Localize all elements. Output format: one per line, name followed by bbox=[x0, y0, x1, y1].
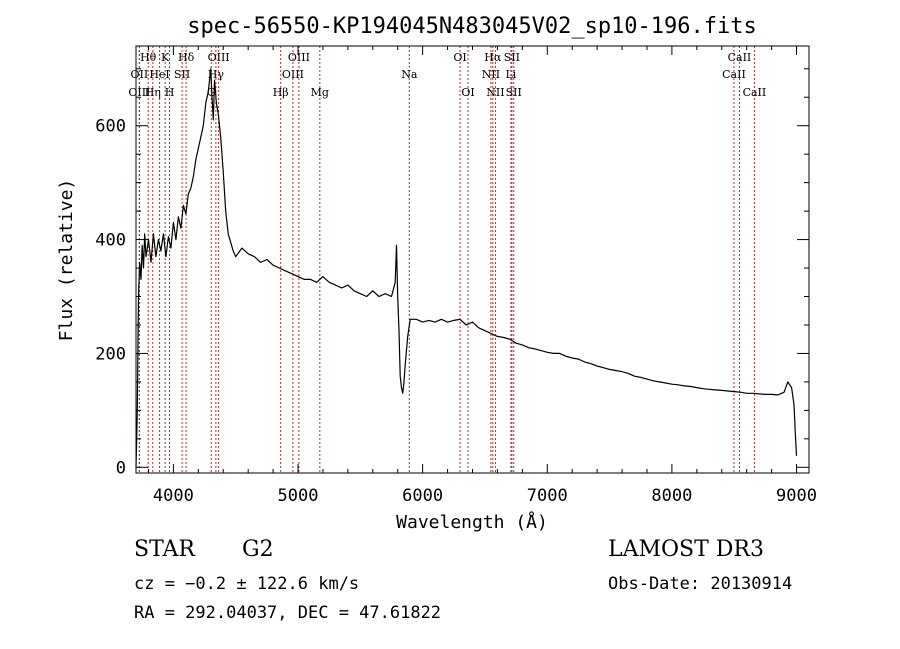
x-tick-label-2: 6000 bbox=[402, 486, 443, 506]
line-marker-label-1: OII bbox=[131, 68, 149, 81]
x-axis-label: Wavelength (Å) bbox=[396, 511, 548, 533]
line-marker-label-25: CaII bbox=[728, 51, 752, 64]
sky-coordinates: RA = 292.04037, DEC = 47.61822 bbox=[134, 603, 442, 623]
x-axis-ticks: 4000 5000 6000 7000 8000 9000 bbox=[147, 46, 817, 506]
line-marker-label-19: Hα bbox=[484, 51, 502, 64]
spectral-line-markers bbox=[138, 46, 755, 473]
x-tick-label-5: 9000 bbox=[776, 486, 817, 506]
line-marker-label-14: Hβ bbox=[273, 86, 289, 99]
line-marker-label-22: Li bbox=[505, 68, 516, 81]
line-marker-label-18: OI bbox=[461, 86, 474, 99]
y-axis-label: Flux (relative) bbox=[56, 179, 77, 342]
y-tick-label-3: 600 bbox=[95, 117, 126, 137]
line-marker-label-10: Hγ bbox=[208, 68, 225, 81]
chart-title: spec-56550-KP194045N483045V02_sp10-196.f… bbox=[187, 14, 757, 39]
velocity-readout: cz = −0.2 ± 122.6 km/s bbox=[134, 574, 360, 594]
y-tick-label-1: 200 bbox=[95, 344, 126, 364]
line-marker-label-7: Hδ bbox=[178, 51, 195, 64]
line-marker-label-2: OIII bbox=[128, 86, 150, 99]
spectral-subclass: G2 bbox=[242, 537, 274, 562]
line-marker-label-0: Hθ bbox=[140, 51, 157, 64]
line-marker-label-3: K bbox=[161, 51, 170, 64]
x-tick-label-1: 5000 bbox=[278, 486, 319, 506]
x-tick-label-0: 4000 bbox=[153, 486, 194, 506]
line-marker-label-6: H bbox=[165, 86, 175, 99]
line-marker-label-5: Hη bbox=[145, 86, 161, 99]
line-marker-label-16: Na bbox=[401, 68, 418, 81]
line-marker-label-13: OIII bbox=[282, 68, 304, 81]
y-tick-label-0: 0 bbox=[116, 458, 126, 478]
spectrum-line bbox=[135, 68, 798, 468]
object-class: STAR bbox=[134, 537, 195, 562]
y-axis-ticks: 0 200 400 600 bbox=[95, 68, 809, 478]
line-marker-label-17: OI bbox=[453, 51, 466, 64]
line-marker-label-23: NII bbox=[486, 86, 504, 99]
line-marker-label-4: HeI bbox=[149, 68, 169, 81]
line-marker-label-24: SII bbox=[506, 86, 522, 99]
line-marker-label-27: CaII bbox=[743, 86, 767, 99]
y-tick-label-2: 400 bbox=[95, 231, 126, 251]
observation-date: Obs-Date: 20130914 bbox=[608, 574, 793, 594]
line-marker-label-12: OIII bbox=[288, 51, 310, 64]
survey-name: LAMOST DR3 bbox=[608, 537, 764, 562]
line-marker-label-8: SII bbox=[174, 68, 190, 81]
line-marker-label-21: NII bbox=[482, 68, 500, 81]
x-tick-label-3: 7000 bbox=[527, 486, 568, 506]
line-marker-label-20: SII bbox=[504, 51, 520, 64]
line-marker-label-26: CaII bbox=[722, 68, 746, 81]
x-tick-label-4: 8000 bbox=[651, 486, 692, 506]
plot-frame bbox=[135, 45, 810, 474]
line-marker-label-9: OIII bbox=[208, 51, 230, 64]
line-marker-label-15: Mg bbox=[311, 86, 329, 99]
